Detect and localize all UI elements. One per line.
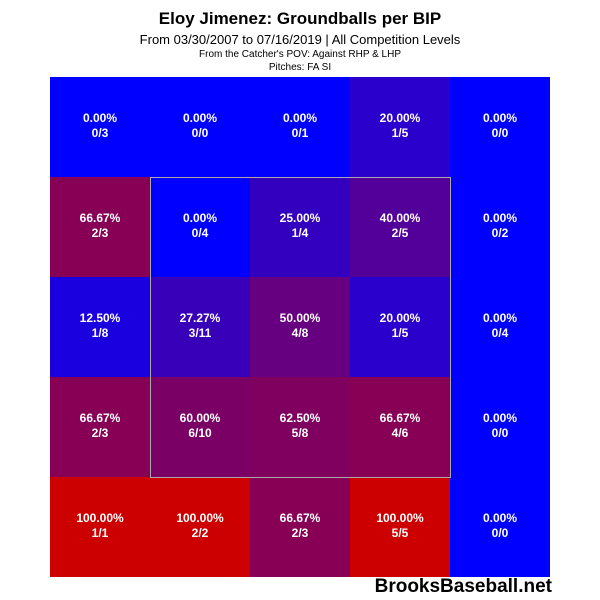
heatmap-cell-r3c2 (250, 377, 350, 477)
cell-count-label-r3c0: 2/3 (92, 426, 109, 440)
heatmap-cell-r4c0 (50, 477, 150, 577)
cell-pct-label-r1c3: 40.00% (380, 211, 421, 225)
cell-pct-label-r4c4: 0.00% (483, 511, 517, 525)
cell-pct-label-r1c0: 66.67% (80, 211, 121, 225)
cell-count-label-r0c0: 0/3 (92, 126, 109, 140)
heatmap-cell-r4c4 (450, 477, 550, 577)
cell-pct-label-r2c4: 0.00% (483, 311, 517, 325)
cell-count-label-r4c2: 2/3 (292, 526, 309, 540)
heatmap-cell-r2c2 (250, 277, 350, 377)
cell-count-label-r1c3: 2/5 (392, 226, 409, 240)
cell-count-label-r3c2: 5/8 (292, 426, 309, 440)
cell-count-label-r4c3: 5/5 (392, 526, 409, 540)
cell-count-label-r2c3: 1/5 (392, 326, 409, 340)
watermark: BrooksBaseball.net (374, 576, 552, 597)
cell-count-label-r3c3: 4/6 (392, 426, 409, 440)
cell-pct-label-r3c4: 0.00% (483, 411, 517, 425)
strike-zone-outline (150, 177, 451, 478)
heatmap-cell-r0c0 (50, 77, 150, 177)
cell-pct-label-r3c3: 66.67% (380, 411, 421, 425)
heatmap-cell-r3c0 (50, 377, 150, 477)
cell-pct-label-r1c1: 0.00% (183, 211, 217, 225)
heatmap-cell-r0c4 (450, 77, 550, 177)
cell-count-label-r0c3: 1/5 (392, 126, 409, 140)
heatmap-cell-r2c1 (150, 277, 250, 377)
cell-pct-label-r2c3: 20.00% (380, 311, 421, 325)
cell-count-label-r1c4: 0/2 (492, 226, 509, 240)
cell-pct-label-r4c1: 100.00% (176, 511, 224, 525)
cell-count-label-r4c0: 1/1 (92, 526, 109, 540)
cell-pct-label-r2c1: 27.27% (180, 311, 221, 325)
cell-count-label-r4c4: 0/0 (492, 526, 509, 540)
cell-pct-label-r4c0: 100.00% (76, 511, 124, 525)
heatmap-cell-r1c2 (250, 177, 350, 277)
cell-pct-label-r3c2: 62.50% (280, 411, 321, 425)
heatmap-cell-r0c1 (150, 77, 250, 177)
heatmap-cell-r3c3 (350, 377, 450, 477)
heatmap-cell-r2c3 (350, 277, 450, 377)
cell-pct-label-r1c2: 25.00% (280, 211, 321, 225)
cell-pct-label-r0c0: 0.00% (83, 111, 117, 125)
cell-pct-label-r4c3: 100.00% (376, 511, 424, 525)
pov-label: From the Catcher's POV: Against RHP & LH… (199, 49, 401, 60)
cell-count-label-r0c4: 0/0 (492, 126, 509, 140)
heatmap-cell-r0c3 (350, 77, 450, 177)
pitches-label: Pitches: FA SI (268, 62, 332, 73)
heatmap-cell-r3c4 (450, 377, 550, 477)
heatmap-cell-r1c4 (450, 177, 550, 277)
heatmap-cell-r1c1 (150, 177, 250, 277)
cell-count-label-r3c4: 0/0 (492, 426, 509, 440)
cell-count-label-r0c1: 0/0 (192, 126, 209, 140)
cell-count-label-r2c2: 4/8 (292, 326, 309, 340)
cell-pct-label-r2c2: 50.00% (280, 311, 321, 325)
cell-count-label-r0c2: 0/1 (292, 126, 309, 140)
cell-count-label-r2c0: 1/8 (92, 326, 109, 340)
heatmap-cell-r2c0 (50, 277, 150, 377)
heatmap-cell-r4c2 (250, 477, 350, 577)
cell-count-label-r4c1: 2/2 (192, 526, 209, 540)
cell-pct-label-r4c2: 66.67% (280, 511, 321, 525)
cell-count-label-r3c1: 6/10 (188, 426, 212, 440)
heatmap-cell-r3c1 (150, 377, 250, 477)
cell-pct-label-r0c3: 20.00% (380, 111, 421, 125)
cell-pct-label-r0c4: 0.00% (483, 111, 517, 125)
cell-pct-label-r3c0: 66.67% (80, 411, 121, 425)
cell-count-label-r2c4: 0/4 (492, 326, 509, 340)
chart-title: Eloy Jimenez: Groundballs per BIP (158, 9, 442, 28)
heatmap-cell-r1c3 (350, 177, 450, 277)
heatmap-cell-r4c1 (150, 477, 250, 577)
cell-count-label-r1c1: 0/4 (192, 226, 209, 240)
heatmap-cell-r0c2 (250, 77, 350, 177)
heatmap-cell-r4c3 (350, 477, 450, 577)
cell-pct-label-r2c0: 12.50% (80, 311, 121, 325)
cell-pct-label-r0c2: 0.00% (283, 111, 317, 125)
cell-count-label-r1c0: 2/3 (92, 226, 109, 240)
cell-count-label-r2c1: 3/11 (189, 326, 212, 340)
heatmap-cell-r2c4 (450, 277, 550, 377)
cell-pct-label-r3c1: 60.00% (180, 411, 221, 425)
chart-subtitle: From 03/30/2007 to 07/16/2019 | All Comp… (139, 32, 461, 47)
cell-pct-label-r0c1: 0.00% (183, 111, 217, 125)
heatmap-cell-r1c0 (50, 177, 150, 277)
cell-count-label-r1c2: 1/4 (292, 226, 309, 240)
cell-pct-label-r1c4: 0.00% (483, 211, 517, 225)
